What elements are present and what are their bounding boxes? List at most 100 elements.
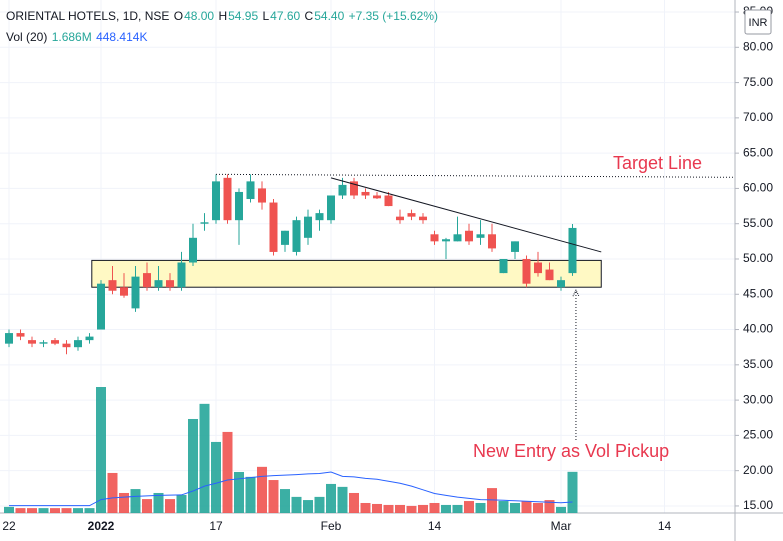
volume-bar: [211, 441, 221, 513]
volume-bar: [280, 489, 290, 513]
x-tick-label: 14: [658, 519, 672, 533]
y-tick-label: 70.00: [743, 110, 773, 124]
volume-bar: [50, 508, 60, 513]
volume-bar: [556, 506, 566, 513]
candle-body: [189, 237, 197, 263]
volume-bar: [176, 494, 187, 513]
candle-body: [522, 258, 531, 284]
candle-body: [143, 273, 151, 288]
candle-body: [488, 234, 496, 249]
x-tick-label: 14: [428, 519, 442, 533]
x-tick-label: 2022: [88, 519, 115, 533]
volume-bar: [429, 502, 440, 513]
volume-bar: [15, 508, 26, 513]
ohlc-key: C: [304, 9, 314, 23]
volume-bar: [234, 471, 244, 513]
candle-body: [511, 241, 519, 252]
candle-body: [177, 262, 186, 288]
candle-body: [476, 234, 485, 238]
volume-bar: [360, 502, 371, 513]
candle-body: [396, 216, 404, 221]
volume-bar: [119, 492, 129, 513]
entry-arrowhead: [572, 289, 580, 297]
candle-body: [108, 280, 117, 291]
volume-bar: [533, 502, 543, 513]
volume-bar: [372, 503, 382, 513]
legend-price: ORIENTAL HOTELS, 1D, NSE O48.00 H54.95 L…: [6, 9, 439, 23]
currency-box: [744, 9, 772, 35]
candle-body: [419, 216, 427, 221]
x-tick-label: Feb: [321, 519, 342, 533]
candle-body: [499, 258, 508, 274]
candle-body: [568, 227, 577, 274]
volume-bar: [406, 505, 417, 513]
volume-bar: [153, 492, 164, 513]
candle-body: [74, 340, 82, 348]
volume-bar: [257, 466, 267, 513]
ohlc-value: 54.95: [228, 9, 259, 23]
volume-bar: [475, 502, 486, 513]
volume-bar: [61, 508, 72, 513]
volume-bar: [188, 418, 198, 513]
candle-body: [166, 280, 174, 288]
volume-bar: [349, 492, 359, 513]
volume-bar: [452, 504, 463, 513]
candle-body: [545, 269, 554, 281]
candle-body: [120, 287, 128, 296]
volume-bar: [222, 431, 233, 513]
candle-body: [235, 191, 243, 221]
candle-body: [223, 177, 232, 221]
candle-body: [5, 333, 13, 344]
x-tick-label: 22: [2, 519, 16, 533]
candle-body: [200, 222, 209, 224]
y-tick-label: 75.00: [743, 75, 773, 89]
volume-bar: [441, 504, 451, 513]
candle-body: [212, 181, 220, 221]
y-tick-label: 20.00: [743, 463, 773, 477]
candle-body: [361, 191, 370, 196]
volume-bar: [487, 488, 497, 513]
candle-body: [465, 230, 473, 242]
volume-bar: [245, 476, 256, 513]
volume-bar: [268, 480, 279, 513]
volume-bar: [73, 508, 83, 513]
y-tick-label: 55.00: [743, 216, 773, 230]
y-tick-label: 60.00: [743, 181, 773, 195]
candle-body: [407, 213, 416, 217]
y-tick-label: 25.00: [743, 428, 773, 442]
volume-bar: [199, 403, 210, 513]
candle-body: [269, 202, 278, 252]
target-label: Target Line: [613, 153, 702, 173]
volume-bar: [96, 387, 106, 513]
volume-bar: [142, 499, 152, 513]
volume-bar: [498, 501, 509, 513]
candle-body: [453, 234, 462, 242]
candle-body: [28, 340, 36, 344]
candle-body: [246, 181, 255, 200]
y-tick-label: 40.00: [743, 322, 773, 336]
candle-body: [442, 239, 450, 242]
volume-bar: [464, 501, 474, 513]
candle-body: [131, 276, 140, 309]
candle-body: [281, 230, 289, 245]
candle-body: [154, 280, 163, 288]
candle-body: [258, 188, 266, 203]
y-tick-label: 15.00: [743, 498, 773, 512]
volume-bar: [383, 504, 394, 513]
volume-bar: [521, 501, 532, 513]
ohlc-value: 48.00: [184, 9, 215, 23]
volume-bar: [165, 499, 175, 513]
volume-bar: [291, 496, 302, 513]
candle-body: [39, 342, 48, 344]
volume-bar: [4, 506, 14, 513]
entry-label: New Entry as Vol Pickup: [473, 441, 669, 461]
candle-body: [350, 181, 358, 196]
candle-body: [304, 216, 312, 238]
vol-ma-value: 448.414K: [96, 30, 148, 44]
y-tick-label: 80.00: [743, 39, 773, 53]
candle-body: [338, 184, 347, 196]
trendline: [330, 177, 602, 253]
volume-bar: [130, 489, 141, 513]
